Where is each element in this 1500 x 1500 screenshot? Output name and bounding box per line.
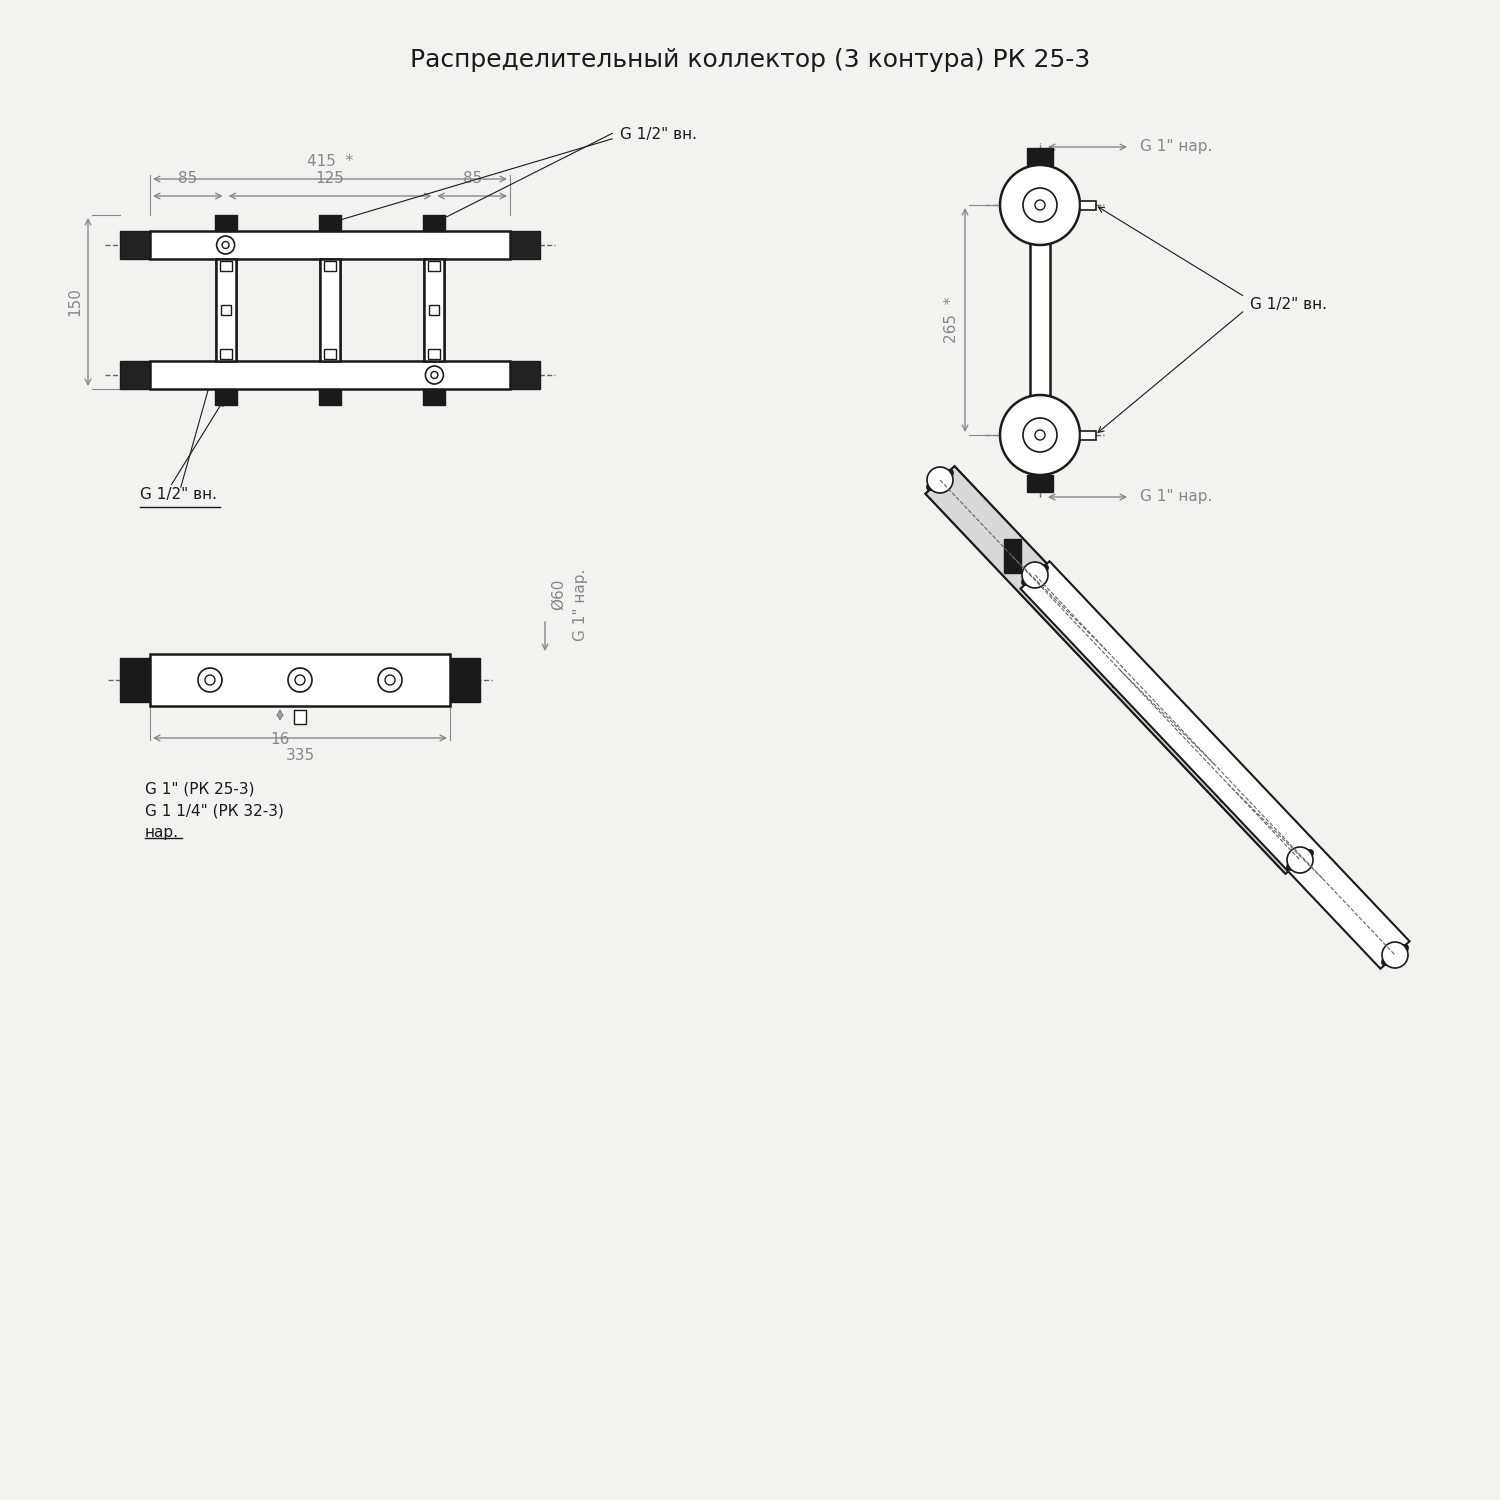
Polygon shape [1020, 561, 1410, 969]
Circle shape [927, 466, 952, 494]
Text: 85: 85 [178, 171, 198, 186]
Bar [510, 362, 540, 388]
Circle shape [216, 236, 234, 254]
Bar [1080, 201, 1096, 210]
Circle shape [386, 675, 394, 686]
Bar [214, 388, 237, 405]
Ellipse shape [1022, 566, 1048, 585]
Bar [219, 261, 231, 272]
Bar [216, 260, 236, 362]
Text: G 1/2" вн.: G 1/2" вн. [620, 128, 698, 142]
Ellipse shape [1287, 850, 1312, 870]
Bar [120, 231, 150, 260]
Bar [324, 350, 336, 358]
Text: 16: 16 [270, 732, 290, 747]
Bar [120, 658, 150, 702]
Bar [429, 304, 439, 315]
Text: G 1/2" вн.: G 1/2" вн. [1250, 297, 1328, 312]
Circle shape [1022, 562, 1048, 588]
Bar [423, 214, 445, 231]
Text: 335: 335 [285, 748, 315, 764]
Circle shape [288, 668, 312, 692]
Circle shape [430, 372, 438, 378]
Bar [1112, 652, 1128, 687]
Bar [150, 362, 510, 388]
Circle shape [198, 668, 222, 692]
Bar [423, 388, 445, 405]
Bar [424, 260, 444, 362]
Circle shape [1035, 200, 1046, 210]
Bar [219, 350, 231, 358]
Bar [429, 350, 441, 358]
Circle shape [378, 668, 402, 692]
Text: G 1" нар.: G 1" нар. [1140, 140, 1212, 154]
Polygon shape [926, 466, 1314, 874]
Bar [510, 231, 540, 260]
Circle shape [1023, 188, 1058, 222]
Text: 265  *: 265 * [944, 297, 958, 344]
Text: Распределительный коллектор (3 контура) РК 25-3: Распределительный коллектор (3 контура) … [410, 48, 1090, 72]
Circle shape [1287, 847, 1312, 873]
Circle shape [1382, 942, 1408, 968]
Bar [1028, 148, 1053, 165]
Bar [450, 658, 480, 702]
Circle shape [1000, 165, 1080, 244]
Bar [1220, 766, 1236, 801]
Bar [320, 260, 340, 362]
Bar [216, 260, 236, 362]
Bar [320, 260, 340, 362]
Bar [429, 261, 441, 272]
Text: 415  *: 415 * [308, 154, 352, 170]
Text: нар.: нар. [146, 825, 178, 840]
Bar [1206, 748, 1224, 782]
Circle shape [1000, 394, 1080, 476]
Bar [1030, 206, 1050, 435]
Polygon shape [926, 466, 1314, 874]
Text: G 1/2" вн.: G 1/2" вн. [140, 488, 218, 502]
Text: G 1" нар.: G 1" нар. [1140, 489, 1212, 504]
Bar [214, 214, 237, 231]
Bar [1314, 862, 1332, 895]
Circle shape [206, 675, 214, 686]
Bar [1004, 538, 1020, 573]
Bar [324, 261, 336, 272]
Bar [150, 654, 450, 706]
Text: G 1" (РК 25-3): G 1" (РК 25-3) [146, 782, 255, 796]
Circle shape [1023, 419, 1058, 452]
Circle shape [426, 366, 444, 384]
Text: 125: 125 [315, 171, 345, 186]
Bar [424, 260, 444, 362]
Circle shape [1035, 430, 1046, 439]
Bar [320, 214, 340, 231]
Bar [220, 304, 231, 315]
Circle shape [296, 675, 304, 686]
Circle shape [222, 242, 230, 249]
Ellipse shape [1382, 945, 1408, 964]
Text: G 1 1/4" (РК 32-3): G 1 1/4" (РК 32-3) [146, 802, 284, 818]
Text: G 1" нар.: G 1" нар. [573, 568, 588, 640]
Bar [120, 362, 150, 388]
Bar [294, 710, 306, 724]
Bar [150, 231, 510, 260]
Bar [1098, 634, 1116, 668]
Bar [1028, 476, 1053, 492]
Bar [1080, 430, 1096, 439]
Text: 150: 150 [68, 288, 82, 316]
Bar [320, 388, 340, 405]
Ellipse shape [927, 470, 952, 490]
Text: Ø60: Ø60 [550, 579, 566, 610]
Text: 85: 85 [462, 171, 482, 186]
